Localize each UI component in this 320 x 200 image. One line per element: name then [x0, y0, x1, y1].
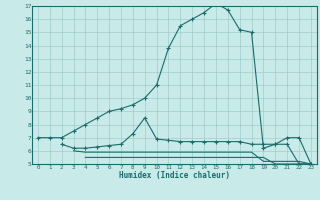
X-axis label: Humidex (Indice chaleur): Humidex (Indice chaleur) — [119, 171, 230, 180]
